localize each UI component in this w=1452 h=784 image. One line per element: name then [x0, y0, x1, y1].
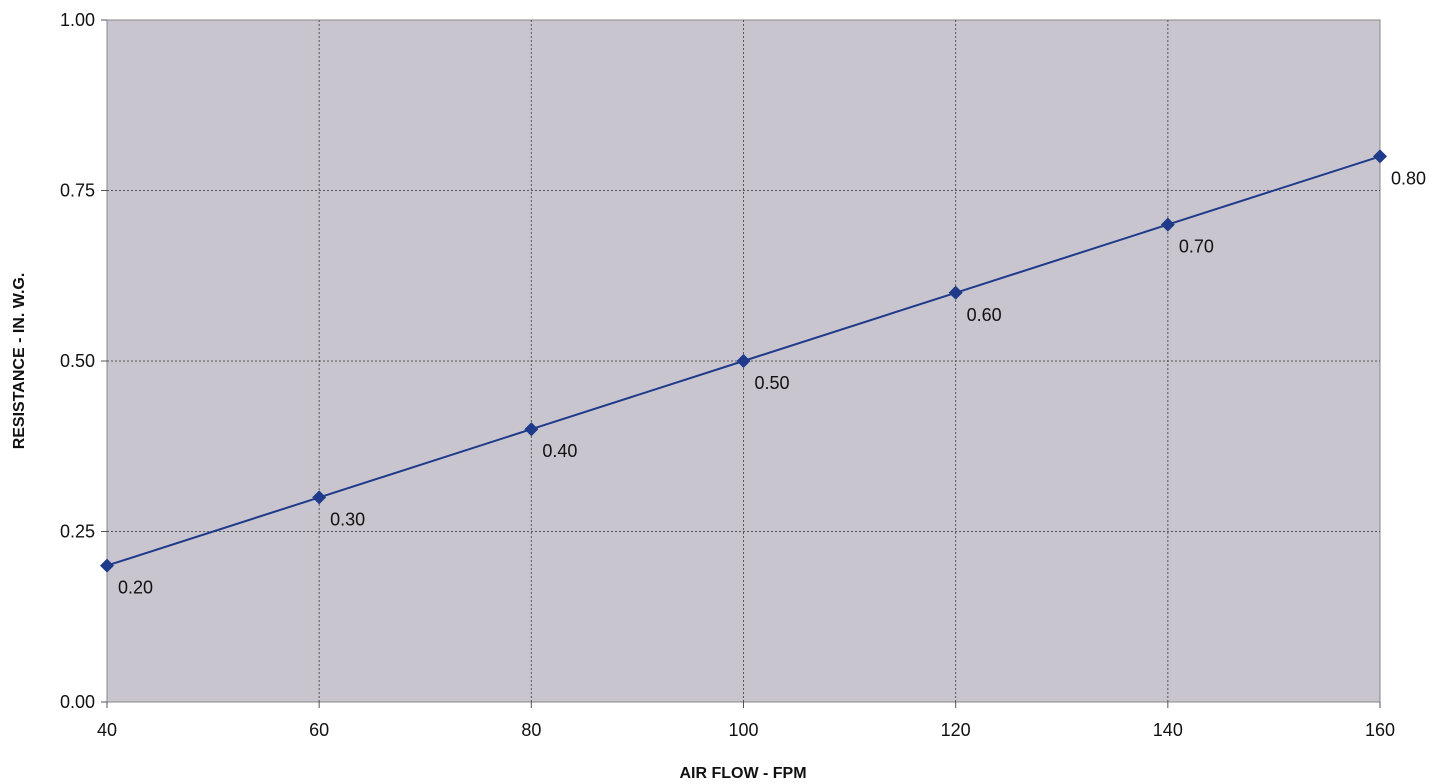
- data-label: 0.50: [755, 373, 790, 393]
- data-point-marker: [312, 490, 327, 505]
- x-axis-title: AIR FLOW - FPM: [679, 765, 806, 782]
- x-tick-label: 60: [309, 720, 329, 740]
- data-label: 0.70: [1179, 237, 1214, 257]
- x-tick-label: 120: [941, 720, 971, 740]
- data-point-marker: [524, 422, 539, 437]
- data-label: 0.30: [330, 509, 365, 529]
- data-point-marker: [948, 285, 963, 300]
- data-point-marker: [100, 558, 114, 573]
- x-tick-label: 140: [1153, 720, 1183, 740]
- data-label: 0.20: [118, 578, 153, 598]
- x-tick-label: 160: [1365, 720, 1395, 740]
- y-axis-title: RESISTANCE - IN. W.G.: [11, 273, 28, 450]
- data-label: 0.60: [967, 305, 1002, 325]
- series-markers: [100, 149, 1387, 573]
- x-tick-label: 100: [728, 720, 758, 740]
- y-tick-label: 1.00: [60, 10, 95, 30]
- data-point-marker: [1160, 217, 1175, 232]
- data-label: 0.80: [1391, 168, 1426, 188]
- data-point-marker: [1373, 149, 1387, 164]
- y-tick-label: 0.50: [60, 351, 95, 371]
- y-tick-label: 0.00: [60, 692, 95, 712]
- x-axis-ticks: 40 60 80 100 120 140 160: [97, 702, 1395, 740]
- y-tick-label: 0.75: [60, 181, 95, 201]
- x-tick-label: 80: [521, 720, 541, 740]
- data-labels: 0.20 0.30 0.40 0.50 0.60 0.70 0.80: [118, 168, 1426, 597]
- x-tick-label: 40: [97, 720, 117, 740]
- data-label: 0.40: [542, 441, 577, 461]
- y-tick-label: 0.25: [60, 522, 95, 542]
- data-point-marker: [736, 354, 751, 368]
- y-axis-ticks: 0.00 0.25 0.50 0.75 1.00: [60, 10, 107, 712]
